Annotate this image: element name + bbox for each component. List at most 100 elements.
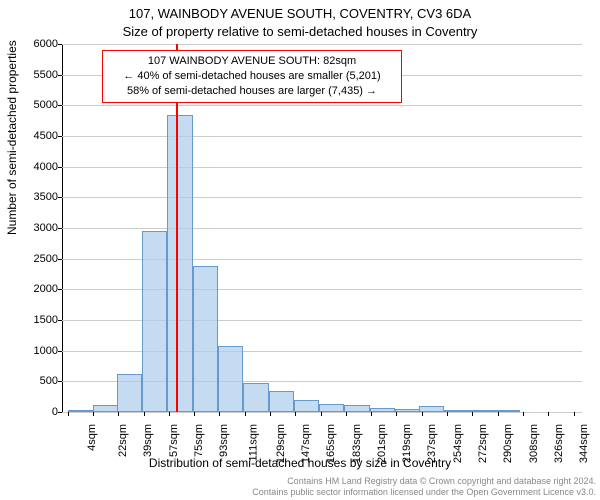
x-tick-mark <box>548 412 549 416</box>
x-tick-mark <box>574 412 575 416</box>
x-tick-label: 93sqm <box>218 424 230 457</box>
y-tick-mark <box>58 44 62 45</box>
y-tick-mark <box>58 320 62 321</box>
x-tick-mark <box>245 412 246 416</box>
y-tick-mark <box>58 197 62 198</box>
histogram-bar <box>167 115 192 412</box>
y-tick-mark <box>58 289 62 290</box>
grid-line <box>62 351 582 352</box>
y-tick-label: 500 <box>18 375 58 387</box>
histogram-bar <box>294 400 319 412</box>
info-line-2: ← 40% of semi-detached houses are smalle… <box>109 69 395 84</box>
x-tick-mark <box>68 412 69 416</box>
grid-line <box>62 412 582 413</box>
y-tick-label: 5500 <box>18 69 58 81</box>
histogram-bar <box>117 374 142 412</box>
y-tick-label: 2000 <box>18 283 58 295</box>
chart-container: 107, WAINBODY AVENUE SOUTH, COVENTRY, CV… <box>0 0 600 500</box>
chart-title-main: 107, WAINBODY AVENUE SOUTH, COVENTRY, CV… <box>0 6 600 21</box>
x-tick-mark <box>219 412 220 416</box>
grid-line <box>62 259 582 260</box>
x-tick-label: 57sqm <box>168 424 180 457</box>
y-tick-label: 3000 <box>18 222 58 234</box>
y-tick-mark <box>58 105 62 106</box>
grid-line <box>62 320 582 321</box>
x-tick-label: 129sqm <box>275 424 287 463</box>
x-tick-label: 111sqm <box>248 424 260 462</box>
y-tick-mark <box>58 351 62 352</box>
footer-line-1: Contains HM Land Registry data © Crown c… <box>0 476 596 487</box>
x-tick-label: 254sqm <box>452 424 464 463</box>
grid-line <box>62 228 582 229</box>
y-tick-mark <box>58 381 62 382</box>
y-tick-mark <box>58 136 62 137</box>
y-tick-label: 6000 <box>18 38 58 50</box>
x-tick-mark <box>422 412 423 416</box>
x-tick-mark <box>371 412 372 416</box>
y-tick-mark <box>58 259 62 260</box>
histogram-bar <box>218 346 243 412</box>
y-tick-label: 1000 <box>18 345 58 357</box>
histogram-bar <box>68 410 93 412</box>
y-tick-label: 4500 <box>18 130 58 142</box>
x-tick-label: 344sqm <box>578 424 590 463</box>
x-tick-label: 75sqm <box>193 424 205 457</box>
histogram-bar <box>370 408 395 412</box>
x-tick-label: 22sqm <box>117 424 129 457</box>
x-tick-label: 219sqm <box>401 424 413 463</box>
x-tick-mark <box>498 412 499 416</box>
grid-line <box>62 105 582 106</box>
x-tick-label: 308sqm <box>528 424 540 463</box>
info-box: 107 WAINBODY AVENUE SOUTH: 82sqm ← 40% o… <box>102 50 402 103</box>
histogram-bar <box>93 405 118 412</box>
y-tick-label: 0 <box>18 406 58 418</box>
histogram-bar <box>243 383 268 412</box>
x-tick-mark <box>169 412 170 416</box>
footer-line-2: Contains public sector information licen… <box>0 487 596 498</box>
grid-line <box>62 289 582 290</box>
y-tick-label: 5000 <box>18 99 58 111</box>
x-tick-label: 272sqm <box>477 424 489 463</box>
x-tick-label: 201sqm <box>376 424 388 463</box>
x-tick-label: 147sqm <box>300 424 312 463</box>
info-line-3: 58% of semi-detached houses are larger (… <box>109 84 395 99</box>
x-tick-label: 326sqm <box>553 424 565 463</box>
y-tick-label: 2500 <box>18 253 58 265</box>
histogram-bar <box>142 231 167 412</box>
x-tick-label: 39sqm <box>142 424 154 457</box>
x-tick-label: 237sqm <box>427 424 439 463</box>
y-tick-label: 4000 <box>18 161 58 173</box>
histogram-bar <box>395 409 420 412</box>
histogram-bar <box>319 404 344 412</box>
x-tick-label: 165sqm <box>325 424 337 463</box>
y-tick-label: 1500 <box>18 314 58 326</box>
grid-line <box>62 44 582 45</box>
grid-line <box>62 167 582 168</box>
x-tick-mark <box>295 412 296 416</box>
x-tick-mark <box>194 412 195 416</box>
grid-line <box>62 197 582 198</box>
x-tick-mark <box>118 412 119 416</box>
histogram-bar <box>193 266 218 412</box>
x-tick-mark <box>472 412 473 416</box>
y-tick-mark <box>58 75 62 76</box>
x-tick-mark <box>447 412 448 416</box>
histogram-bar <box>269 391 294 412</box>
y-tick-mark <box>58 167 62 168</box>
x-tick-mark <box>396 412 397 416</box>
x-tick-label: 183sqm <box>351 424 363 463</box>
x-tick-mark <box>321 412 322 416</box>
chart-title-sub: Size of property relative to semi-detach… <box>0 24 600 39</box>
x-tick-mark <box>523 412 524 416</box>
grid-line <box>62 136 582 137</box>
x-tick-label: 290sqm <box>503 424 515 463</box>
y-tick-mark <box>58 412 62 413</box>
y-tick-label: 3500 <box>18 191 58 203</box>
footer: Contains HM Land Registry data © Crown c… <box>0 476 600 498</box>
x-tick-mark <box>93 412 94 416</box>
x-tick-mark <box>270 412 271 416</box>
info-line-1: 107 WAINBODY AVENUE SOUTH: 82sqm <box>109 54 395 69</box>
y-axis-title: Number of semi-detached properties <box>5 40 19 235</box>
x-tick-mark <box>346 412 347 416</box>
x-tick-label: 4sqm <box>86 424 98 451</box>
